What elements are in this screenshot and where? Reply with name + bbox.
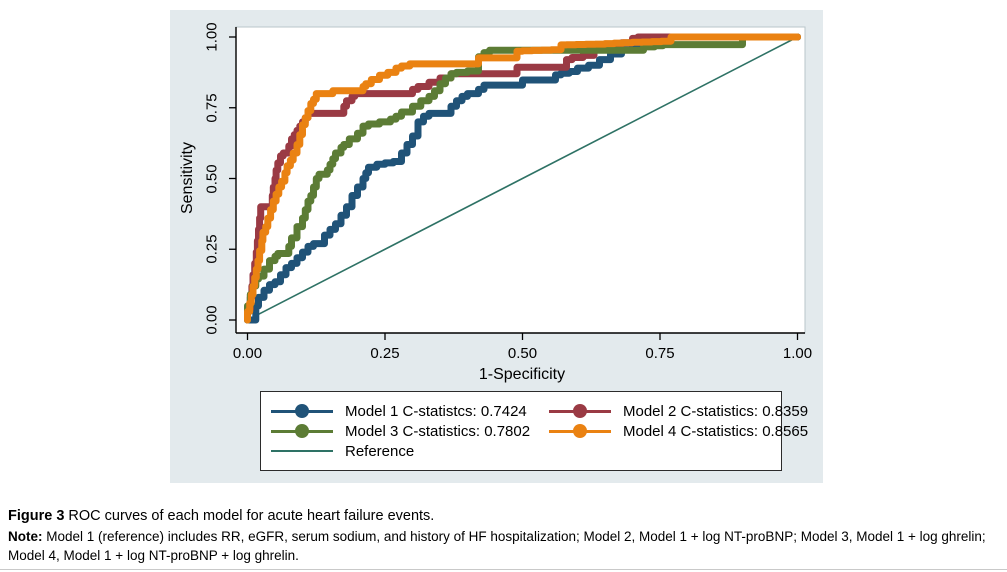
y-tick-label: 1.00 xyxy=(203,22,221,52)
figure-caption: Figure 3 ROC curves of each model for ac… xyxy=(8,508,434,524)
roc-chart-canvas xyxy=(229,26,806,340)
note-text: Model 1 (reference) includes RR, eGFR, s… xyxy=(8,529,986,563)
y-tick-label: 0.75 xyxy=(203,93,221,123)
x-axis-title: 1-Specificity xyxy=(478,366,566,383)
legend-label-reference: Reference xyxy=(345,442,415,460)
legend-label-model4: Model 4 C-statistics: 0.8565 xyxy=(623,422,809,440)
legend-label-model2: Model 2 C-statistics: 0.8359 xyxy=(623,402,809,420)
x-tick-label: 1.00 xyxy=(782,345,813,362)
x-tick-label: 0.50 xyxy=(507,345,538,362)
model4-line-marker-icon xyxy=(549,424,611,438)
model1-line-marker-icon xyxy=(271,404,333,418)
legend-item-model1: Model 1 C-statistcs: 0.7424 xyxy=(271,403,549,420)
x-tick-label: 0.75 xyxy=(645,345,675,362)
model3-line-marker-icon xyxy=(271,424,333,438)
legend-label-model3: Model 3 C-statistics: 0.7802 xyxy=(345,422,531,440)
x-tick-label: 0.25 xyxy=(370,345,400,362)
legend-item-model2: Model 2 C-statistics: 0.8359 xyxy=(549,403,808,420)
model2-line-marker-icon xyxy=(549,404,611,418)
reference-line-icon xyxy=(271,444,333,458)
bottom-divider xyxy=(0,569,1007,570)
legend-row-3: Reference xyxy=(271,441,781,461)
x-tick-label: 0.00 xyxy=(232,345,263,362)
legend-item-reference: Reference xyxy=(271,443,549,460)
y-axis-title: Sensitivity xyxy=(179,141,196,215)
legend-item-model4: Model 4 C-statistics: 0.8565 xyxy=(549,423,808,440)
figure-note: Note: Model 1 (reference) includes RR, e… xyxy=(8,527,1000,565)
figure-caption-text: ROC curves of each model for acute heart… xyxy=(64,508,435,524)
y-tick-label: 0.00 xyxy=(203,305,221,335)
figure-label: Figure 3 xyxy=(8,508,65,524)
y-tick-label: 0.50 xyxy=(203,163,221,194)
legend-item-model3: Model 3 C-statistics: 0.7802 xyxy=(271,423,549,440)
note-label: Note: xyxy=(8,529,43,544)
y-tick-label: 0.25 xyxy=(203,234,221,264)
roc-figure: Sensitivity 1-Specificity 0.00 0.25 0.50 0.… xyxy=(170,10,823,483)
legend-label-model1: Model 1 C-statistcs: 0.7424 xyxy=(345,402,527,420)
legend-row-1: Model 1 C-statistcs: 0.7424 Model 2 C-st… xyxy=(271,401,808,421)
legend-row-2: Model 3 C-statistics: 0.7802 Model 4 C-s… xyxy=(271,421,808,441)
legend: Model 1 C-statistcs: 0.7424 Model 2 C-st… xyxy=(260,391,808,471)
